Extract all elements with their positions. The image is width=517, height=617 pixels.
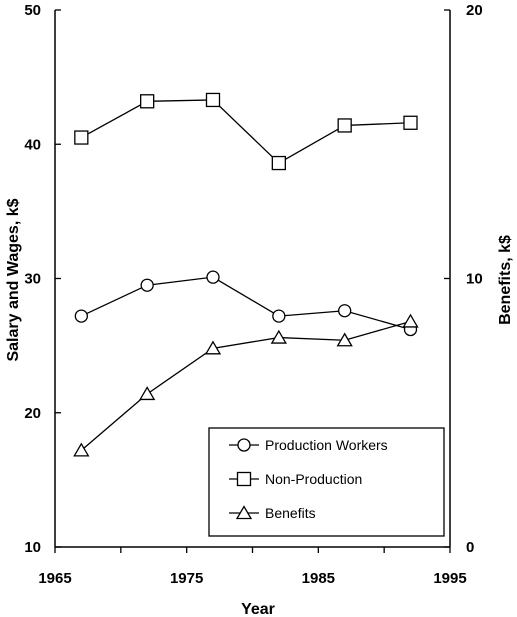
y-axis-right-title: Benefits, k$	[497, 235, 514, 325]
data-point-benefits	[73, 442, 90, 457]
data-point-benefits	[270, 329, 287, 344]
data-point-production-workers	[338, 304, 352, 318]
legend: Production Workers Non-Production Benefits	[208, 427, 445, 537]
legend-marker-production-workers	[237, 438, 251, 452]
data-point-non-production	[403, 115, 418, 130]
y-right-tick-label: 20	[466, 2, 483, 19]
series-benefits	[73, 313, 419, 457]
y-left-tick-label: 40	[24, 136, 41, 153]
series-non-production	[74, 92, 418, 171]
data-point-production-workers	[206, 270, 220, 284]
y-left-tick-label: 10	[24, 539, 41, 556]
y-right-tick-label: 10	[466, 271, 483, 288]
data-point-benefits	[402, 313, 419, 328]
tick-labels: 1965 1975 1985 1995 10 20 30 40 50 0 10 20	[24, 2, 482, 587]
y-right-tick-label: 0	[466, 539, 474, 556]
x-tick-label: 1985	[302, 570, 335, 587]
x-tick-label: 1975	[170, 570, 203, 587]
x-axis-title: Year	[241, 601, 275, 617]
series-line-benefits	[80, 320, 411, 451]
series-group	[73, 92, 419, 457]
data-point-production-workers	[272, 309, 286, 323]
data-point-benefits	[336, 332, 353, 347]
tick-marks	[54, 9, 451, 553]
data-point-non-production	[140, 94, 155, 109]
series-line-non-production	[81, 99, 411, 164]
legend-entry-production-workers: Production Workers	[229, 437, 388, 453]
data-point-benefits	[139, 386, 156, 401]
legend-entry-non-production: Non-Production	[229, 471, 362, 487]
legend-marker-non-production	[236, 471, 252, 487]
data-point-non-production	[205, 92, 221, 108]
y-left-tick-label: 50	[24, 2, 41, 19]
data-point-production-workers	[140, 278, 154, 292]
legend-label: Production Workers	[265, 437, 388, 453]
y-left-tick-label: 30	[24, 271, 41, 288]
data-point-non-production	[337, 118, 352, 133]
y-axis-left-title: Salary and Wages, k$	[5, 198, 22, 361]
series-production-workers	[74, 270, 418, 337]
legend-entry-benefits: Benefits	[229, 505, 316, 521]
legend-marker-benefits	[235, 505, 253, 520]
y-left-tick-label: 20	[24, 405, 41, 422]
data-point-production-workers	[74, 309, 88, 323]
data-point-benefits	[204, 340, 222, 355]
data-point-non-production	[271, 155, 286, 171]
x-tick-label: 1965	[38, 570, 71, 587]
data-point-non-production	[74, 130, 89, 145]
legend-label: Benefits	[265, 505, 316, 521]
series-line-production-workers	[81, 276, 411, 331]
x-tick-label: 1995	[433, 570, 466, 587]
legend-label: Non-Production	[265, 471, 362, 487]
